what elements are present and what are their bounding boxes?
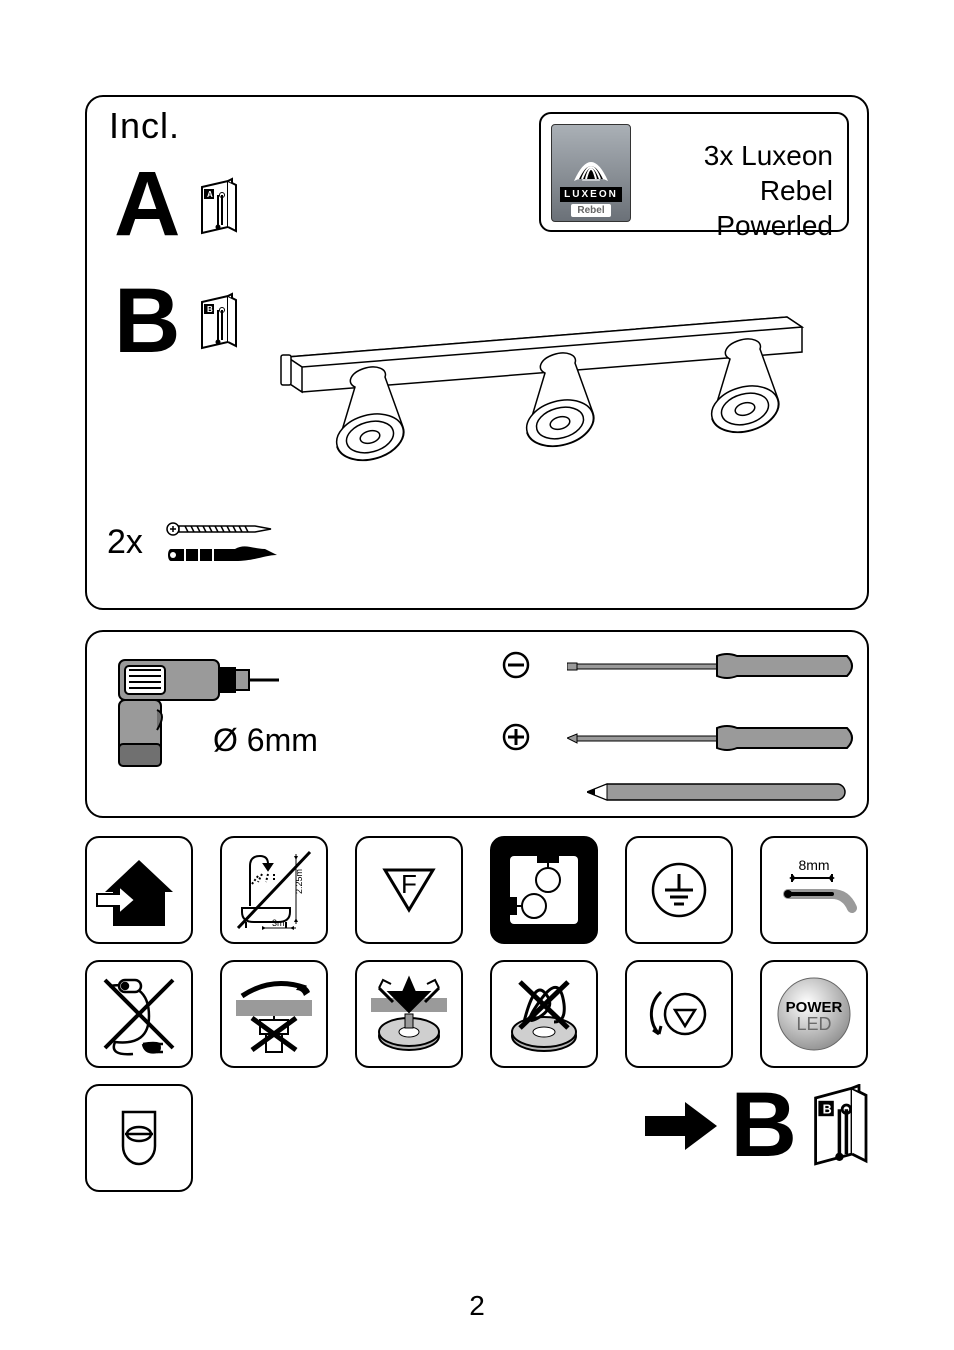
svg-text:B: B xyxy=(207,305,213,314)
wire-strip-icon: 8mm xyxy=(760,836,868,944)
luxeon-brand-label: LUXEON xyxy=(560,187,622,202)
phillips-screwdriver-icon xyxy=(567,724,857,752)
phillips-symbol-icon xyxy=(501,722,531,752)
no-switch-cord-icon xyxy=(85,960,193,1068)
tools-panel: Ø 6mm xyxy=(85,630,869,818)
luxeon-rays-icon xyxy=(564,143,618,183)
f-label: F xyxy=(401,869,417,899)
luxeon-logo: LUXEON Rebel xyxy=(551,124,631,222)
luxeon-line1: 3x Luxeon Rebel xyxy=(704,140,833,206)
incl-label: Incl. xyxy=(109,105,180,147)
manual-b-target-letter: B xyxy=(731,1089,797,1163)
f-mark-icon: F xyxy=(355,836,463,944)
flat-screwdriver-icon xyxy=(567,652,857,680)
indoor-use-icon xyxy=(85,836,193,944)
power-led-icon: POWER LED xyxy=(760,960,868,1068)
drill-size-label: Ø 6mm xyxy=(213,722,318,759)
footer-row: B B xyxy=(85,1084,869,1192)
screws-qty: 2x xyxy=(107,523,143,562)
ceiling-wall-mount-icon xyxy=(490,836,598,944)
booklet-a-icon: A xyxy=(194,177,238,237)
page-number: 2 xyxy=(0,1290,954,1322)
adjustable-head-icon xyxy=(625,960,733,1068)
arrow-right-icon xyxy=(641,1096,721,1156)
luxeon-box: LUXEON Rebel 3x Luxeon Rebel Powerled xyxy=(539,112,849,232)
pencil-icon xyxy=(587,782,847,802)
product-illustration xyxy=(227,297,847,557)
no-tangled-wires-icon xyxy=(490,960,598,1068)
flathead-symbol-icon xyxy=(501,650,531,680)
luxeon-sub-label: Rebel xyxy=(571,204,610,217)
safety-icon-grid: 3m 2.25m F xyxy=(85,836,869,1068)
hollow-wall-anchor-icon xyxy=(355,960,463,1068)
strip-length-label: 8mm xyxy=(798,857,829,873)
ip-shield-icon xyxy=(85,1084,193,1192)
earth-ground-icon xyxy=(625,836,733,944)
manual-b-letter: B xyxy=(114,269,180,374)
manual-a-letter: A xyxy=(114,152,180,257)
svg-text:B: B xyxy=(823,1102,832,1116)
powerled-bottom-label: LED xyxy=(796,1014,831,1034)
luxeon-line2: Powerled xyxy=(716,210,833,241)
svg-text:A: A xyxy=(207,190,213,199)
booklet-b-large-icon: B xyxy=(807,1084,869,1168)
no-drill-into-wires-icon xyxy=(220,960,328,1068)
bathroom-zone-icon: 3m 2.25m xyxy=(220,836,328,944)
luxeon-text: 3x Luxeon Rebel Powerled xyxy=(646,138,833,243)
included-panel: Incl. A B A B xyxy=(85,95,869,610)
bathroom-h-label: 3m xyxy=(272,918,285,928)
see-manual-b: B B xyxy=(641,1084,869,1168)
